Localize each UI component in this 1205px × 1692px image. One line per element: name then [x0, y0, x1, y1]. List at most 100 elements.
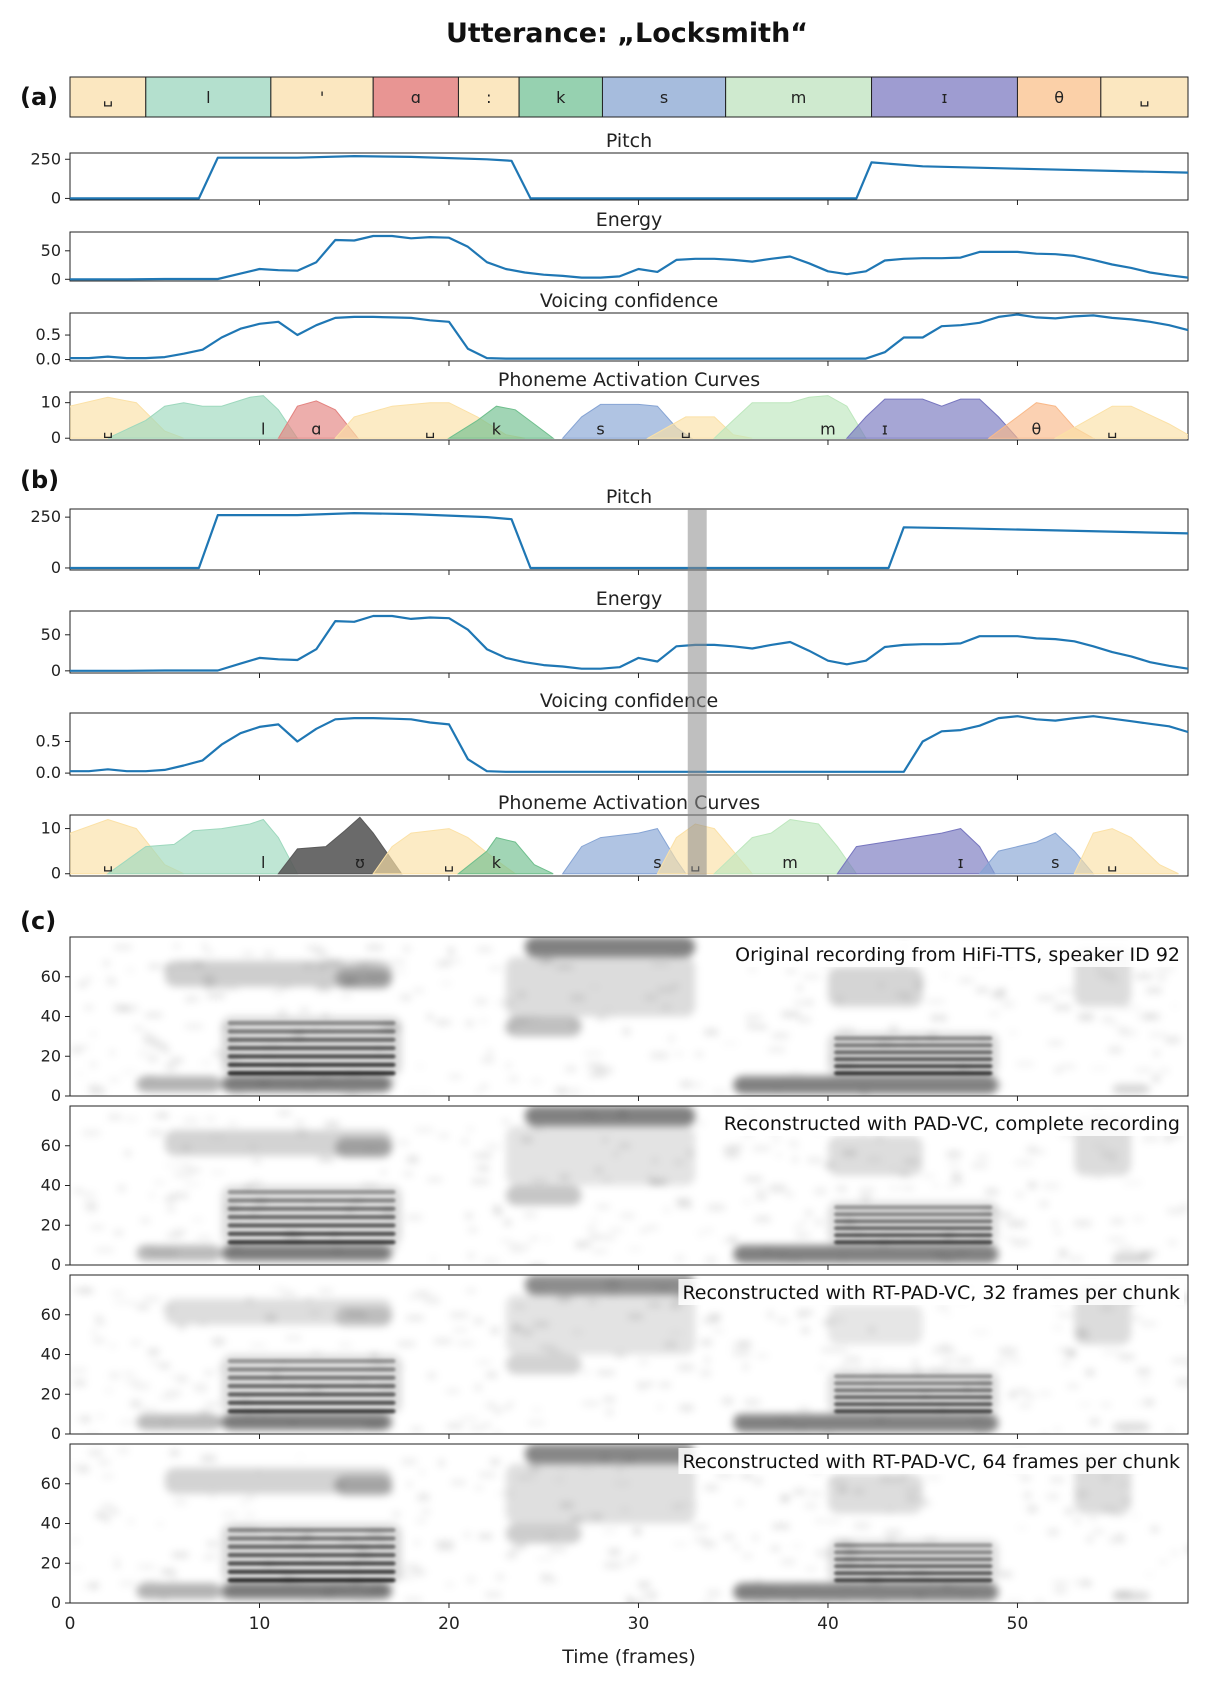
b-voicing-title: Voicing confidence: [540, 690, 718, 712]
spectrogram-3-noise: [723, 1534, 735, 1540]
spectrogram-2-noise: [722, 1397, 734, 1405]
spectrogram-0-noise: [598, 1017, 613, 1020]
spectrogram-1-noise: [756, 1193, 767, 1200]
spectrogram-3-noise: [816, 1519, 822, 1523]
spectrogram-3-noise: [90, 1581, 99, 1589]
spectrogram-2-noise: [71, 1368, 87, 1373]
spectrogram-1-noise: [318, 1156, 334, 1163]
spectrogram-3-noise: [70, 1465, 87, 1468]
spectrogram-1-harmonic: [227, 1223, 396, 1228]
spectrogram-0-noise: [1001, 1000, 1015, 1008]
segment-label-9: θ: [1054, 88, 1064, 107]
spectrogram-2-noise: [137, 1304, 149, 1310]
spectrogram-1-noise: [1067, 1256, 1084, 1262]
spectrogram-1-noise: [675, 1255, 685, 1262]
spectrogram-1-noise: [252, 1159, 262, 1163]
spectrogram-1-noise: [510, 1246, 525, 1253]
spectrogram-2-noise: [939, 1344, 952, 1350]
highlight-band: [687, 509, 707, 876]
spectrogram-2-blob-10: [827, 1304, 923, 1345]
spectrogram-2-harmonic: [833, 1408, 993, 1414]
a-voicing-ytick-label-0: 0.0: [36, 350, 61, 369]
spectrogram-3-noise: [104, 1516, 109, 1524]
spectrogram-3-noise: [88, 1449, 103, 1456]
spectrogram-3-noise: [1086, 1537, 1093, 1542]
spectrogram-2-noise: [508, 1402, 514, 1406]
spectrogram-3-noise: [474, 1485, 484, 1491]
spectrogram-3-noise: [791, 1600, 798, 1603]
spectrogram-0-noise: [1037, 996, 1055, 1001]
spectrogram-0-blob-0: [136, 1076, 222, 1093]
a-pitch-title: Pitch: [606, 130, 652, 152]
spectrogram-3-noise: [691, 1525, 708, 1529]
spectrogram-3-noise: [1024, 1492, 1031, 1499]
spectrogram-1-noise: [471, 1178, 489, 1185]
spectrogram-2-noise: [450, 1312, 469, 1319]
spectrogram-2-noise: [703, 1317, 719, 1324]
spectrogram-2-noise: [204, 1370, 214, 1376]
b-activation-curve-10: [1073, 828, 1179, 875]
spectrogram-2-blob-7: [505, 1294, 696, 1355]
spectrogram-0-noise: [489, 967, 502, 970]
spectrogram-3-noise: [495, 1573, 505, 1581]
a-activation-curve-label-10: ␣: [1107, 419, 1117, 438]
spectrogram-3-noise: [604, 1561, 622, 1569]
spectrogram-3-noise: [110, 1509, 120, 1515]
spectrogram-1-noise: [952, 1177, 964, 1185]
spectrogram-2-blob-0: [136, 1414, 222, 1431]
spectrogram-3-noise: [1147, 1572, 1153, 1577]
spectrogram-1-title: Reconstructed with PAD-VC, complete reco…: [724, 1113, 1180, 1135]
spectrogram-1-harmonics: [227, 1189, 993, 1245]
spectrogram-3-noise: [419, 1471, 425, 1474]
spectrogram-2-noise: [147, 1348, 160, 1355]
spectrogram-0-noise: [403, 945, 411, 952]
spectrogram-3-noise: [478, 1533, 492, 1540]
spectrogram-3-noise: [694, 1536, 707, 1543]
spectrogram-3-ytick-label-1: 20: [41, 1553, 61, 1572]
spectrogram-3-noise: [437, 1545, 454, 1551]
a-activation-curve-label-3: ␣: [425, 419, 435, 438]
spectrogram-3-noise: [200, 1455, 217, 1462]
spectrogram-1-blob-1: [221, 1245, 393, 1262]
spectrogram-2-noise: [1019, 1403, 1031, 1408]
spectrogram-1-noise: [381, 1170, 386, 1175]
spectrogram-2-noise: [139, 1407, 157, 1412]
spectrogram-0-noise: [113, 1003, 122, 1007]
spectrogram-1-harmonic: [227, 1206, 396, 1211]
spectrogram-1-noise: [524, 1211, 537, 1219]
spectrogram-2-noise: [282, 1292, 297, 1296]
a-activation-ytick-label-0: 0: [51, 428, 61, 447]
spectrogram-2-harmonic: [833, 1401, 993, 1407]
spectrogram-0-noise: [1054, 1068, 1062, 1072]
spectrogram-2-noise: [434, 1338, 452, 1344]
spectrogram-2-noise: [713, 1328, 724, 1333]
spectrogram-1-noise: [406, 1214, 423, 1221]
spectrogram-1-noise: [396, 1141, 409, 1145]
spectrogram-0-noise: [481, 1057, 495, 1063]
spectrogram-0-noise: [1135, 973, 1153, 980]
spectrogram-0-noise: [565, 1066, 577, 1072]
spectrogram-0-noise: [1047, 1041, 1063, 1046]
spectrogram-0-noise: [166, 1069, 176, 1072]
a-activation-curve-label-6: ␣: [681, 419, 691, 438]
spectrogram-1-harmonic: [227, 1198, 396, 1203]
spectrogram-3-noise: [704, 1486, 715, 1490]
spectrogram-0-noise: [474, 1090, 482, 1093]
spectrogram-1-noise: [1012, 1240, 1029, 1245]
a-energy: Energy 0 50: [41, 209, 1189, 288]
spectrogram-0-noise: [107, 979, 116, 985]
spectrogram-1-noise: [403, 1172, 413, 1176]
spectrogram-3-noise: [823, 1519, 841, 1523]
segment-label-5: k: [556, 88, 566, 107]
spectrogram-3-noise: [1047, 1528, 1059, 1536]
spectrogram-1-noise: [1093, 1175, 1105, 1179]
spectrogram-0-noise: [794, 1001, 810, 1005]
spectrogram-2-noise: [659, 1382, 671, 1388]
spectrograms: Original recording from HiFi-TTS, speake…: [41, 936, 1189, 1612]
spectrogram-3-noise: [693, 1504, 700, 1507]
spectrogram-2-noise: [476, 1361, 492, 1364]
spectrogram-2-noise: [704, 1356, 710, 1364]
spectrogram-1-noise: [166, 1233, 183, 1238]
spectrogram-1-noise: [90, 1225, 104, 1230]
spectrogram-1-noise: [124, 1118, 138, 1121]
